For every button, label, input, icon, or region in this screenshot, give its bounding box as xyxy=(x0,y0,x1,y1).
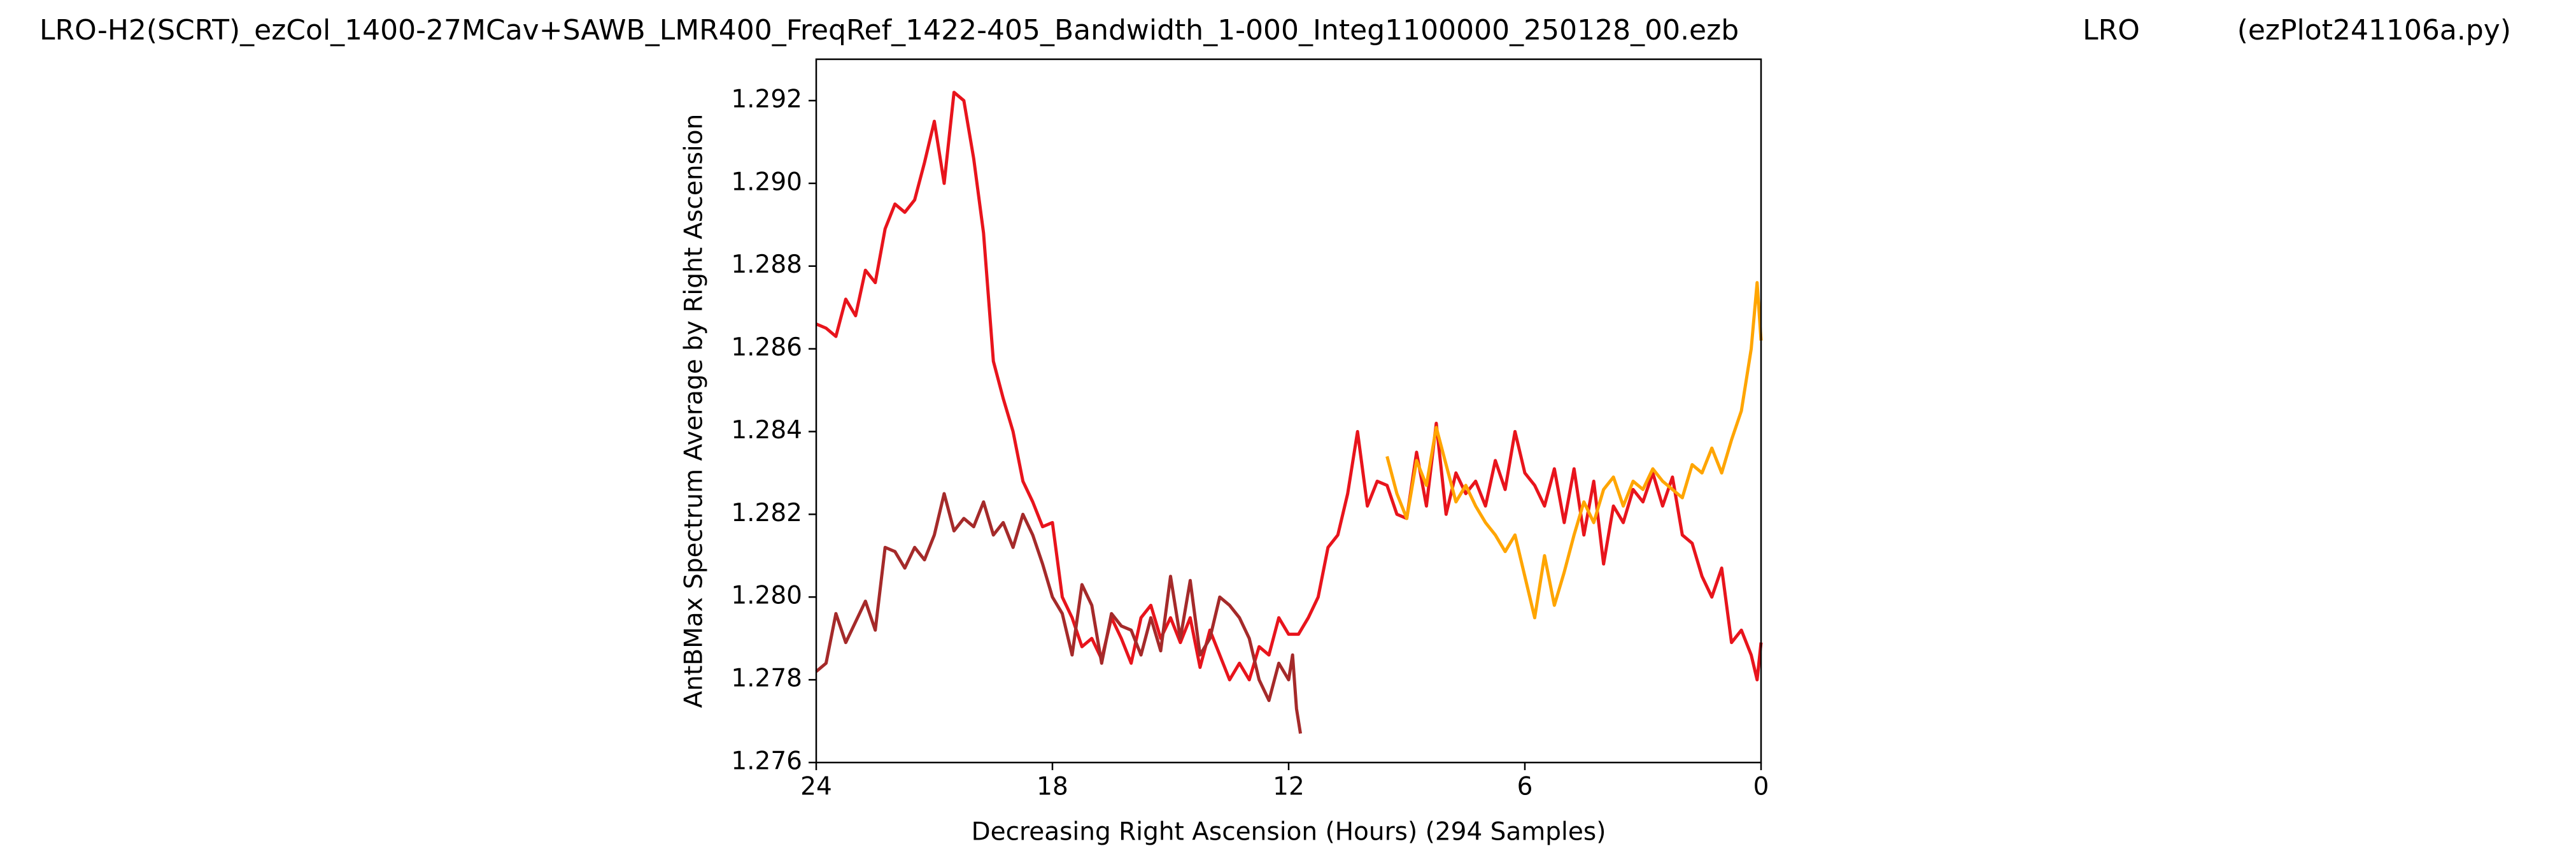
y-tick-label: 1.290 xyxy=(731,168,802,196)
x-tick-label: 18 xyxy=(1037,773,1068,801)
series-line xyxy=(1385,281,1763,620)
x-axis-label: Decreasing Right Ascension (Hours) (294 … xyxy=(972,818,1606,847)
y-tick-label: 1.288 xyxy=(731,250,802,279)
x-tick-label: 12 xyxy=(1273,773,1305,801)
y-tick-label: 1.280 xyxy=(731,582,802,610)
series-line xyxy=(816,90,1763,682)
y-tick-label: 1.276 xyxy=(731,747,802,776)
y-tick-label: 1.292 xyxy=(731,85,802,113)
chart-title-right: (ezPlot241106a.py) xyxy=(2237,14,2511,47)
x-tick-label: 6 xyxy=(1517,773,1533,801)
chart-title-center: LRO xyxy=(2083,14,2140,47)
y-tick-label: 1.282 xyxy=(731,499,802,527)
x-tick-label: 0 xyxy=(1753,773,1769,801)
y-tick-label: 1.278 xyxy=(731,664,802,693)
plot-frame xyxy=(815,58,1762,764)
series-line xyxy=(815,492,1303,734)
y-tick-label: 1.286 xyxy=(731,333,802,362)
chart-title: LRO-H2(SCRT)_ezCol_1400-27MCav+SAWB_LMR4… xyxy=(39,14,1739,47)
y-tick-label: 1.284 xyxy=(731,416,802,445)
x-tick-label: 24 xyxy=(800,773,832,801)
y-axis-label: AntBMax Spectrum Average by Right Ascens… xyxy=(680,114,709,708)
